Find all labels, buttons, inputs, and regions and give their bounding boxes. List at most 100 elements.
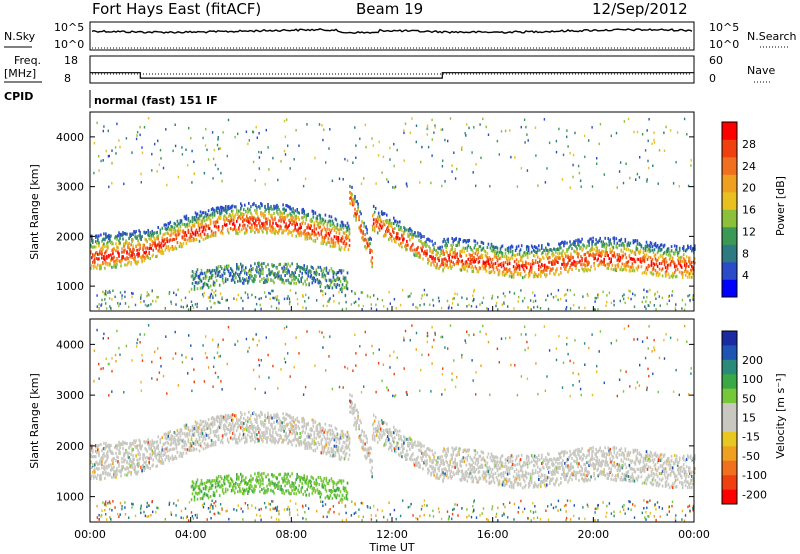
power-cell <box>466 246 469 250</box>
power-cell <box>247 272 249 276</box>
power-cell <box>327 241 330 244</box>
power-cell <box>134 231 136 235</box>
power-cell <box>290 231 292 234</box>
power-cell <box>151 254 153 258</box>
power-cell <box>105 262 107 266</box>
power-cell <box>651 268 654 272</box>
velocity-cell <box>138 443 140 447</box>
power-cell <box>208 269 211 273</box>
power-cell <box>690 159 692 162</box>
power-cell <box>210 213 213 217</box>
velocity-cell <box>105 472 107 476</box>
velocity-cell <box>167 431 170 435</box>
colorbar-swatch <box>722 262 737 280</box>
power-cell <box>91 256 93 260</box>
power-cell <box>350 195 352 199</box>
power-cell <box>314 278 317 282</box>
power-cell <box>326 284 329 288</box>
velocity-cell <box>195 447 198 451</box>
power-cell <box>269 222 271 226</box>
power-cell <box>643 296 645 299</box>
power-cell <box>349 184 351 188</box>
velocity-cell <box>116 466 118 470</box>
power-cell <box>473 256 476 260</box>
velocity-cell <box>137 461 139 465</box>
power-cell <box>207 269 210 273</box>
velocity-cell <box>157 459 159 462</box>
velocity-cell <box>157 435 159 439</box>
power-cell <box>159 250 162 254</box>
power-cell <box>104 292 107 295</box>
power-cell <box>640 244 643 248</box>
power-cell <box>270 305 273 308</box>
power-cell <box>555 259 557 263</box>
power-cell <box>151 239 153 243</box>
power-cell <box>270 279 272 282</box>
power-cell <box>668 257 671 261</box>
power-cell <box>105 302 107 305</box>
power-cell <box>370 237 372 241</box>
power-cell <box>202 276 205 280</box>
velocity-cell <box>182 439 185 443</box>
power-cell <box>373 225 376 229</box>
power-cell <box>116 122 118 126</box>
velocity-cell <box>157 452 159 456</box>
power-cell <box>193 172 195 175</box>
power-cell <box>625 162 627 165</box>
power-cell <box>246 219 248 223</box>
power-cell <box>548 250 550 254</box>
power-cell <box>561 178 564 181</box>
power-cell <box>140 256 142 260</box>
power-cell <box>569 151 571 155</box>
power-cell <box>323 128 325 131</box>
power-cell <box>625 247 628 251</box>
power-cell <box>147 256 149 260</box>
power-cell <box>644 249 647 253</box>
power-cell <box>270 226 272 230</box>
power-cell <box>567 256 569 260</box>
power-cell <box>301 266 303 270</box>
power-cell <box>628 244 631 247</box>
power-cell <box>256 205 258 209</box>
power-cell <box>172 228 175 232</box>
power-cell <box>248 209 250 213</box>
power-cell <box>224 277 227 281</box>
power-cell <box>509 270 512 274</box>
velocity-cell <box>155 446 157 450</box>
power-cell <box>497 271 500 275</box>
velocity-cell <box>146 456 148 460</box>
power-cell <box>646 180 648 183</box>
power-cell <box>284 209 286 213</box>
velocity-cell <box>125 442 127 446</box>
power-cell <box>610 257 612 261</box>
power-cell <box>207 215 210 219</box>
power-cell <box>512 265 515 269</box>
power-cell <box>328 269 331 273</box>
power-cell <box>389 302 391 305</box>
power-cell <box>239 215 241 219</box>
power-cell <box>259 206 261 210</box>
power-cell <box>600 251 602 255</box>
power-cell <box>652 272 655 276</box>
power-cell <box>115 249 117 253</box>
power-cell <box>299 267 301 271</box>
power-cell <box>259 268 261 272</box>
power-cell <box>393 222 395 225</box>
power-cell <box>666 266 669 270</box>
power-cell <box>223 272 226 276</box>
power-cell <box>496 250 499 254</box>
power-cell <box>582 263 584 267</box>
power-cell <box>608 263 610 267</box>
power-cell <box>110 306 112 310</box>
power-cell <box>455 237 457 241</box>
power-cell <box>665 125 667 129</box>
power-cell <box>272 226 274 230</box>
power-cell <box>661 267 664 271</box>
power-cell <box>331 245 334 249</box>
power-cell <box>291 222 293 226</box>
power-cell <box>610 134 612 138</box>
power-cell <box>202 136 204 140</box>
power-cell <box>140 300 142 304</box>
power-cell <box>103 242 105 246</box>
power-cell <box>389 158 391 161</box>
